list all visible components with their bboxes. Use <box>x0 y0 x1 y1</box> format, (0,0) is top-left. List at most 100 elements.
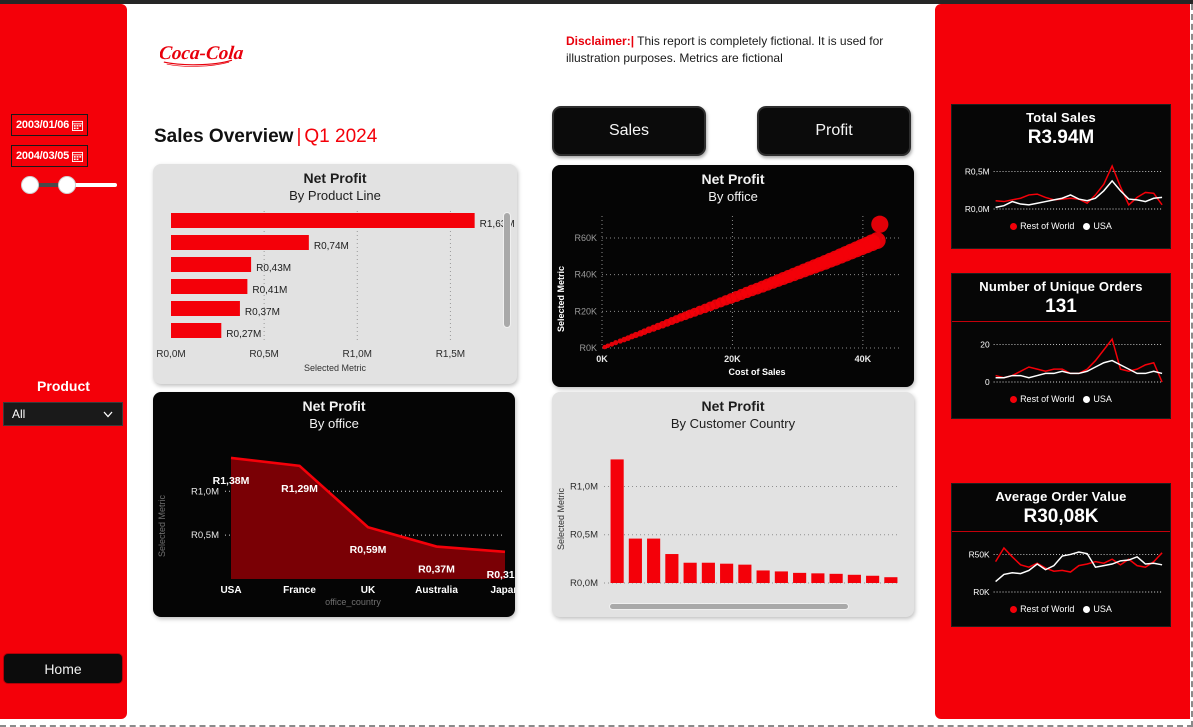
kpi-title: Number of Unique Orders <box>979 279 1143 294</box>
kpi-divider <box>952 531 1170 532</box>
date-range-slider[interactable] <box>11 174 117 196</box>
product-filter-value: All <box>12 407 26 421</box>
slider-handle-end[interactable] <box>58 176 76 194</box>
svg-text:0K: 0K <box>596 354 608 364</box>
legend-label: Rest of World <box>1020 394 1075 404</box>
chart-card-net-profit-by-office-area[interactable]: Net Profit By office R1,0M R0,5M R1,38M R1… <box>153 392 515 617</box>
kpi-sparkline: R0,5M R0,0M <box>952 149 1170 221</box>
svg-text:R0,31M: R0,31M <box>487 569 515 581</box>
svg-text:0: 0 <box>985 377 990 387</box>
slider-track-selected <box>29 183 79 187</box>
svg-text:Selected Metric: Selected Metric <box>556 266 566 332</box>
svg-text:UK: UK <box>361 585 376 596</box>
svg-text:R0K: R0K <box>973 587 990 597</box>
legend-label: Rest of World <box>1020 221 1075 231</box>
kpi-card-average-order-value[interactable]: Average Order Value R30,08K R50K R0K Rest… <box>951 483 1171 627</box>
kpi-sparkline: 20 0 <box>952 322 1170 394</box>
slider-track-remaining <box>71 183 117 187</box>
legend-swatch-icon <box>1083 605 1091 613</box>
svg-text:R40K: R40K <box>574 270 597 280</box>
legend-item-rest-of-world: Rest of World <box>1010 221 1074 231</box>
chart-subtitle: By office <box>309 416 359 431</box>
date-end-field[interactable]: 2004/03/05 <box>11 145 88 167</box>
legend-label: USA <box>1093 221 1112 231</box>
chevron-down-icon <box>102 408 114 420</box>
svg-text:R0,5M: R0,5M <box>965 167 990 177</box>
svg-text:R1,0M: R1,0M <box>191 486 219 497</box>
svg-text:R1,5M: R1,5M <box>436 349 465 360</box>
kpi-legend: Rest of World USA <box>952 604 1170 617</box>
legend-item-rest-of-world: Rest of World <box>1010 394 1074 404</box>
legend-swatch-icon <box>1010 605 1018 613</box>
coca-cola-logo: Coca-Cola <box>160 33 256 73</box>
calendar-icon[interactable] <box>72 151 83 162</box>
kpi-card-total-sales[interactable]: Total Sales R3.94M R0,5M R0,0M Rest of Wo… <box>951 104 1171 249</box>
horizontal-scrollbar[interactable] <box>609 603 849 610</box>
disclaimer-text: Disclaimer:| This report is completely f… <box>566 33 896 68</box>
left-filter-panel: 2003/01/06 2004/03/05 <box>0 4 127 719</box>
svg-text:Japan: Japan <box>491 585 515 596</box>
svg-text:R0,0M: R0,0M <box>965 204 990 214</box>
svg-text:R0,0M: R0,0M <box>570 578 598 589</box>
kpi-value: R30,08K <box>1023 506 1099 527</box>
chart-plot-area: R1,0M R0,5M R1,38M R1,29M R0,59M R0,37M R0,31… <box>153 431 515 609</box>
legend-item-usa: USA <box>1083 394 1112 404</box>
date-start-field[interactable]: 2003/01/06 <box>11 114 88 136</box>
kpi-legend: Rest of World USA <box>952 221 1170 234</box>
date-end-value: 2004/03/05 <box>16 150 70 162</box>
chart-plot-area: 0K 20K 40K R0K R20K R40K R60K Cost of Sales Se… <box>552 204 914 379</box>
svg-text:R1,63M: R1,63M <box>480 219 515 230</box>
calendar-icon[interactable] <box>72 120 83 131</box>
legend-swatch-icon <box>1010 395 1018 403</box>
svg-text:R0,37M: R0,37M <box>418 564 455 576</box>
disclaimer-label: Disclaimer:| <box>566 34 635 48</box>
svg-text:R0,5M: R0,5M <box>249 349 278 360</box>
svg-text:R0,5M: R0,5M <box>570 530 598 541</box>
vertical-scrollbar[interactable] <box>503 212 511 328</box>
svg-text:R1,0M: R1,0M <box>570 481 598 492</box>
svg-text:R1,0M: R1,0M <box>343 349 372 360</box>
sales-metric-button[interactable]: Sales <box>552 106 706 156</box>
product-filter-dropdown[interactable]: All <box>3 402 123 426</box>
svg-text:Selected Metric: Selected Metric <box>556 487 566 550</box>
page-border-right <box>1191 4 1193 727</box>
page-title: Sales Overview | Q1 2024 <box>154 126 377 148</box>
kpi-card-unique-orders[interactable]: Number of Unique Orders 131 20 0 Rest of … <box>951 273 1171 419</box>
date-start-value: 2003/01/06 <box>16 119 70 131</box>
legend-item-usa: USA <box>1083 604 1112 614</box>
chart-title: Net Profit <box>303 170 367 186</box>
svg-text:R20K: R20K <box>574 306 597 316</box>
svg-text:Australia: Australia <box>415 585 458 596</box>
profit-metric-button[interactable]: Profit <box>757 106 911 156</box>
svg-text:USA: USA <box>220 585 241 596</box>
svg-text:R50K: R50K <box>969 550 990 560</box>
top-strip <box>0 0 1193 4</box>
disclaimer-body: This report is completely fictional. It … <box>566 34 884 66</box>
kpi-sparkline: R50K R0K <box>952 532 1170 604</box>
legend-label: USA <box>1093 394 1112 404</box>
chart-card-net-profit-by-customer-country[interactable]: Net Profit By Customer Country R1,0M R0,5… <box>552 392 914 617</box>
slider-handle-start[interactable] <box>21 176 39 194</box>
chart-card-net-profit-by-office-scatter[interactable]: Net Profit By office 0K 20K 40K R0K R20K R40K… <box>552 165 914 387</box>
svg-text:R0K: R0K <box>579 343 597 353</box>
chart-title: Net Profit <box>701 171 765 187</box>
svg-text:R60K: R60K <box>574 233 597 243</box>
kpi-header: Average Order Value R30,08K <box>952 484 1170 532</box>
svg-text:Cost of Sales: Cost of Sales <box>728 367 785 377</box>
kpi-header: Total Sales R3.94M <box>952 105 1170 149</box>
kpi-legend: Rest of World USA <box>952 394 1170 407</box>
svg-text:R0,59M: R0,59M <box>350 544 387 556</box>
home-button[interactable]: Home <box>3 653 123 684</box>
legend-swatch-icon <box>1010 222 1018 230</box>
legend-swatch-icon <box>1083 222 1091 230</box>
chart-subtitle: By office <box>708 189 758 204</box>
svg-text:R1,38M: R1,38M <box>213 475 250 487</box>
svg-text:R0,41M: R0,41M <box>252 285 287 296</box>
chart-subtitle: By Customer Country <box>670 416 796 431</box>
svg-text:Selected Metric: Selected Metric <box>157 494 167 557</box>
chart-card-net-profit-by-product-line[interactable]: Net Profit By Product Line R1,63M R0,74M R… <box>153 164 517 384</box>
page-border-bottom <box>0 725 1193 727</box>
svg-text:40K: 40K <box>855 354 872 364</box>
kpi-header: Number of Unique Orders 131 <box>952 274 1170 322</box>
svg-text:20K: 20K <box>724 354 741 364</box>
